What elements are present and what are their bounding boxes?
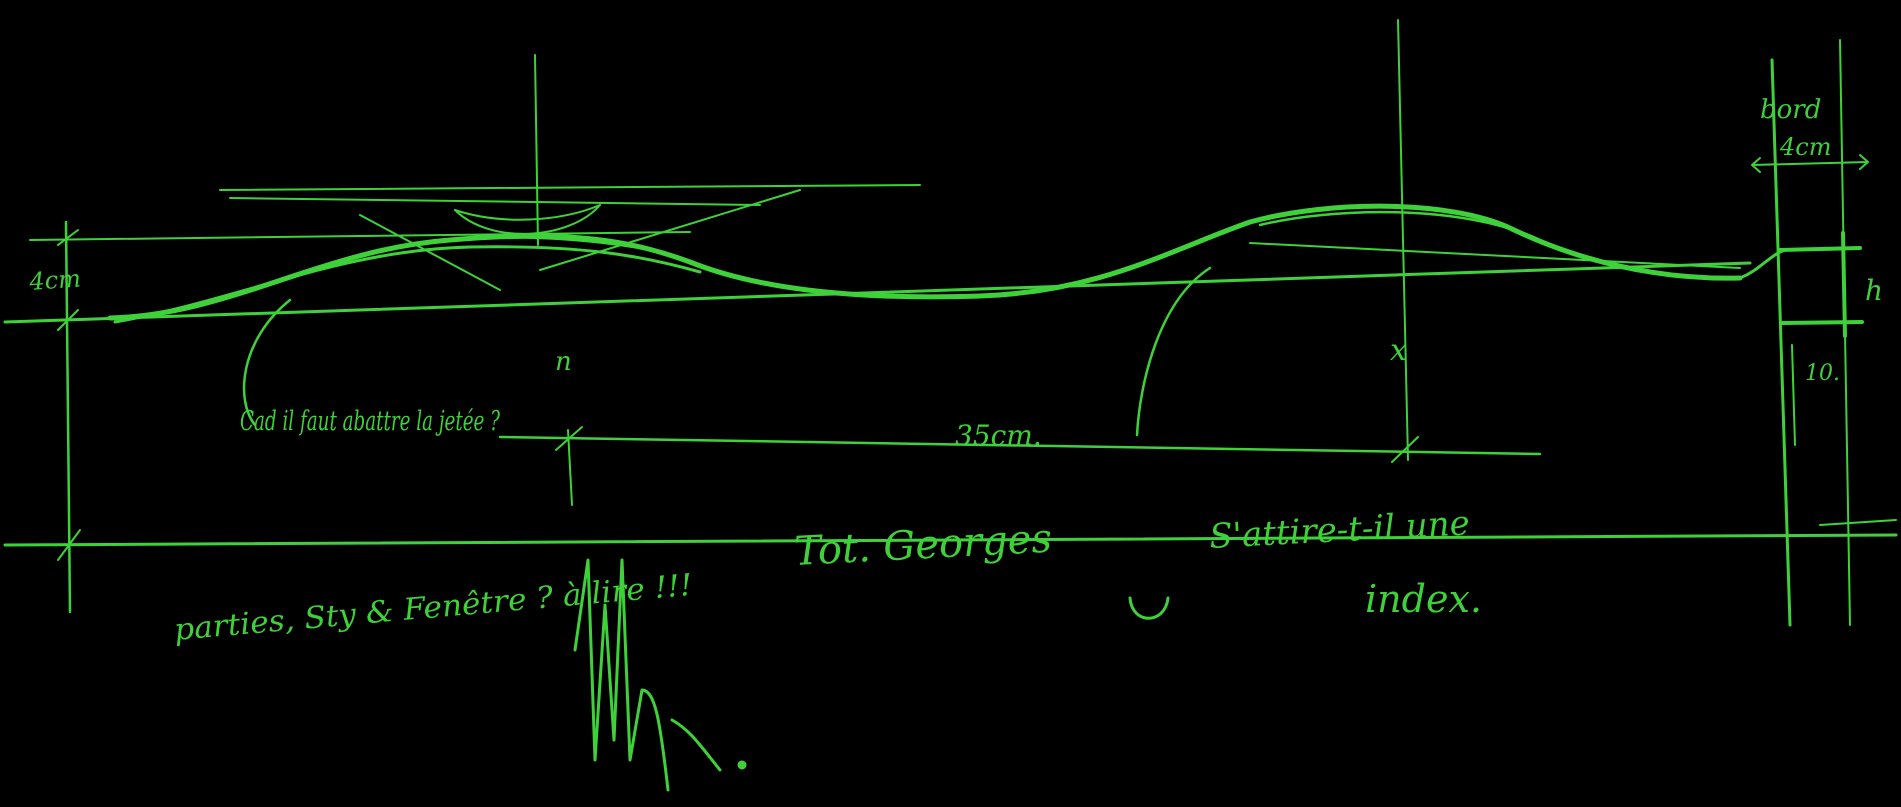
end-post — [1770, 58, 1792, 627]
wave-crest-left — [378, 236, 642, 252]
axis-label-right: x — [1390, 333, 1407, 368]
dim-left-tick-top — [57, 229, 79, 331]
dim-height-label: h — [1865, 274, 1883, 307]
crossing-line-1 — [359, 214, 501, 291]
dim-bottom-right-line — [1791, 344, 1796, 446]
signature-text: Wh.. — [640, 730, 742, 781]
note-index: index. — [1365, 577, 1482, 621]
note-question-text: Cad il faut abattre la jetée ? — [240, 406, 500, 437]
dim-top-right-arrows — [1751, 154, 1869, 173]
ink-strokes — [3, 19, 1898, 792]
note-question: Cad il faut abattre la jetée ? — [240, 406, 500, 437]
wave-curve-second — [113, 245, 702, 324]
axis-label-left: n — [555, 347, 572, 377]
reference-line — [498, 435, 1542, 456]
dim-left-label: 4cm — [27, 264, 81, 296]
signature-scribble — [573, 558, 722, 792]
dim-bottom-right-label: 10. — [1805, 361, 1840, 386]
arc-left — [242, 298, 292, 427]
span-tick-left — [555, 426, 583, 451]
upper-guide-3 — [229, 197, 761, 206]
baseline-upper — [3, 261, 1752, 324]
span-tick-right — [1391, 436, 1419, 463]
right-edge-line — [1819, 39, 1897, 626]
wave-lower-echo — [1249, 242, 1741, 269]
baseline-ground — [3, 533, 1898, 547]
axis-vertical-right — [1397, 19, 1409, 461]
u-mark — [1128, 596, 1170, 620]
crossing-line-2 — [539, 189, 801, 271]
axis-vertical-left — [534, 54, 573, 506]
upper-guide-1 — [29, 231, 691, 241]
dim-top-right-label: 4cm — [1779, 133, 1831, 161]
dim-top-label: bord — [1760, 95, 1821, 125]
dim-left-tick-bottom — [57, 529, 81, 561]
end-post-hook — [1738, 248, 1787, 280]
arc-right — [1135, 266, 1212, 437]
lens-shape — [454, 204, 601, 235]
wave-crest-right — [1258, 210, 1542, 242]
dim-left-vertical — [64, 220, 72, 614]
dim-span-label: 35cm. — [955, 419, 1042, 452]
signature-dot — [737, 760, 747, 770]
upper-guide-2 — [219, 184, 921, 191]
